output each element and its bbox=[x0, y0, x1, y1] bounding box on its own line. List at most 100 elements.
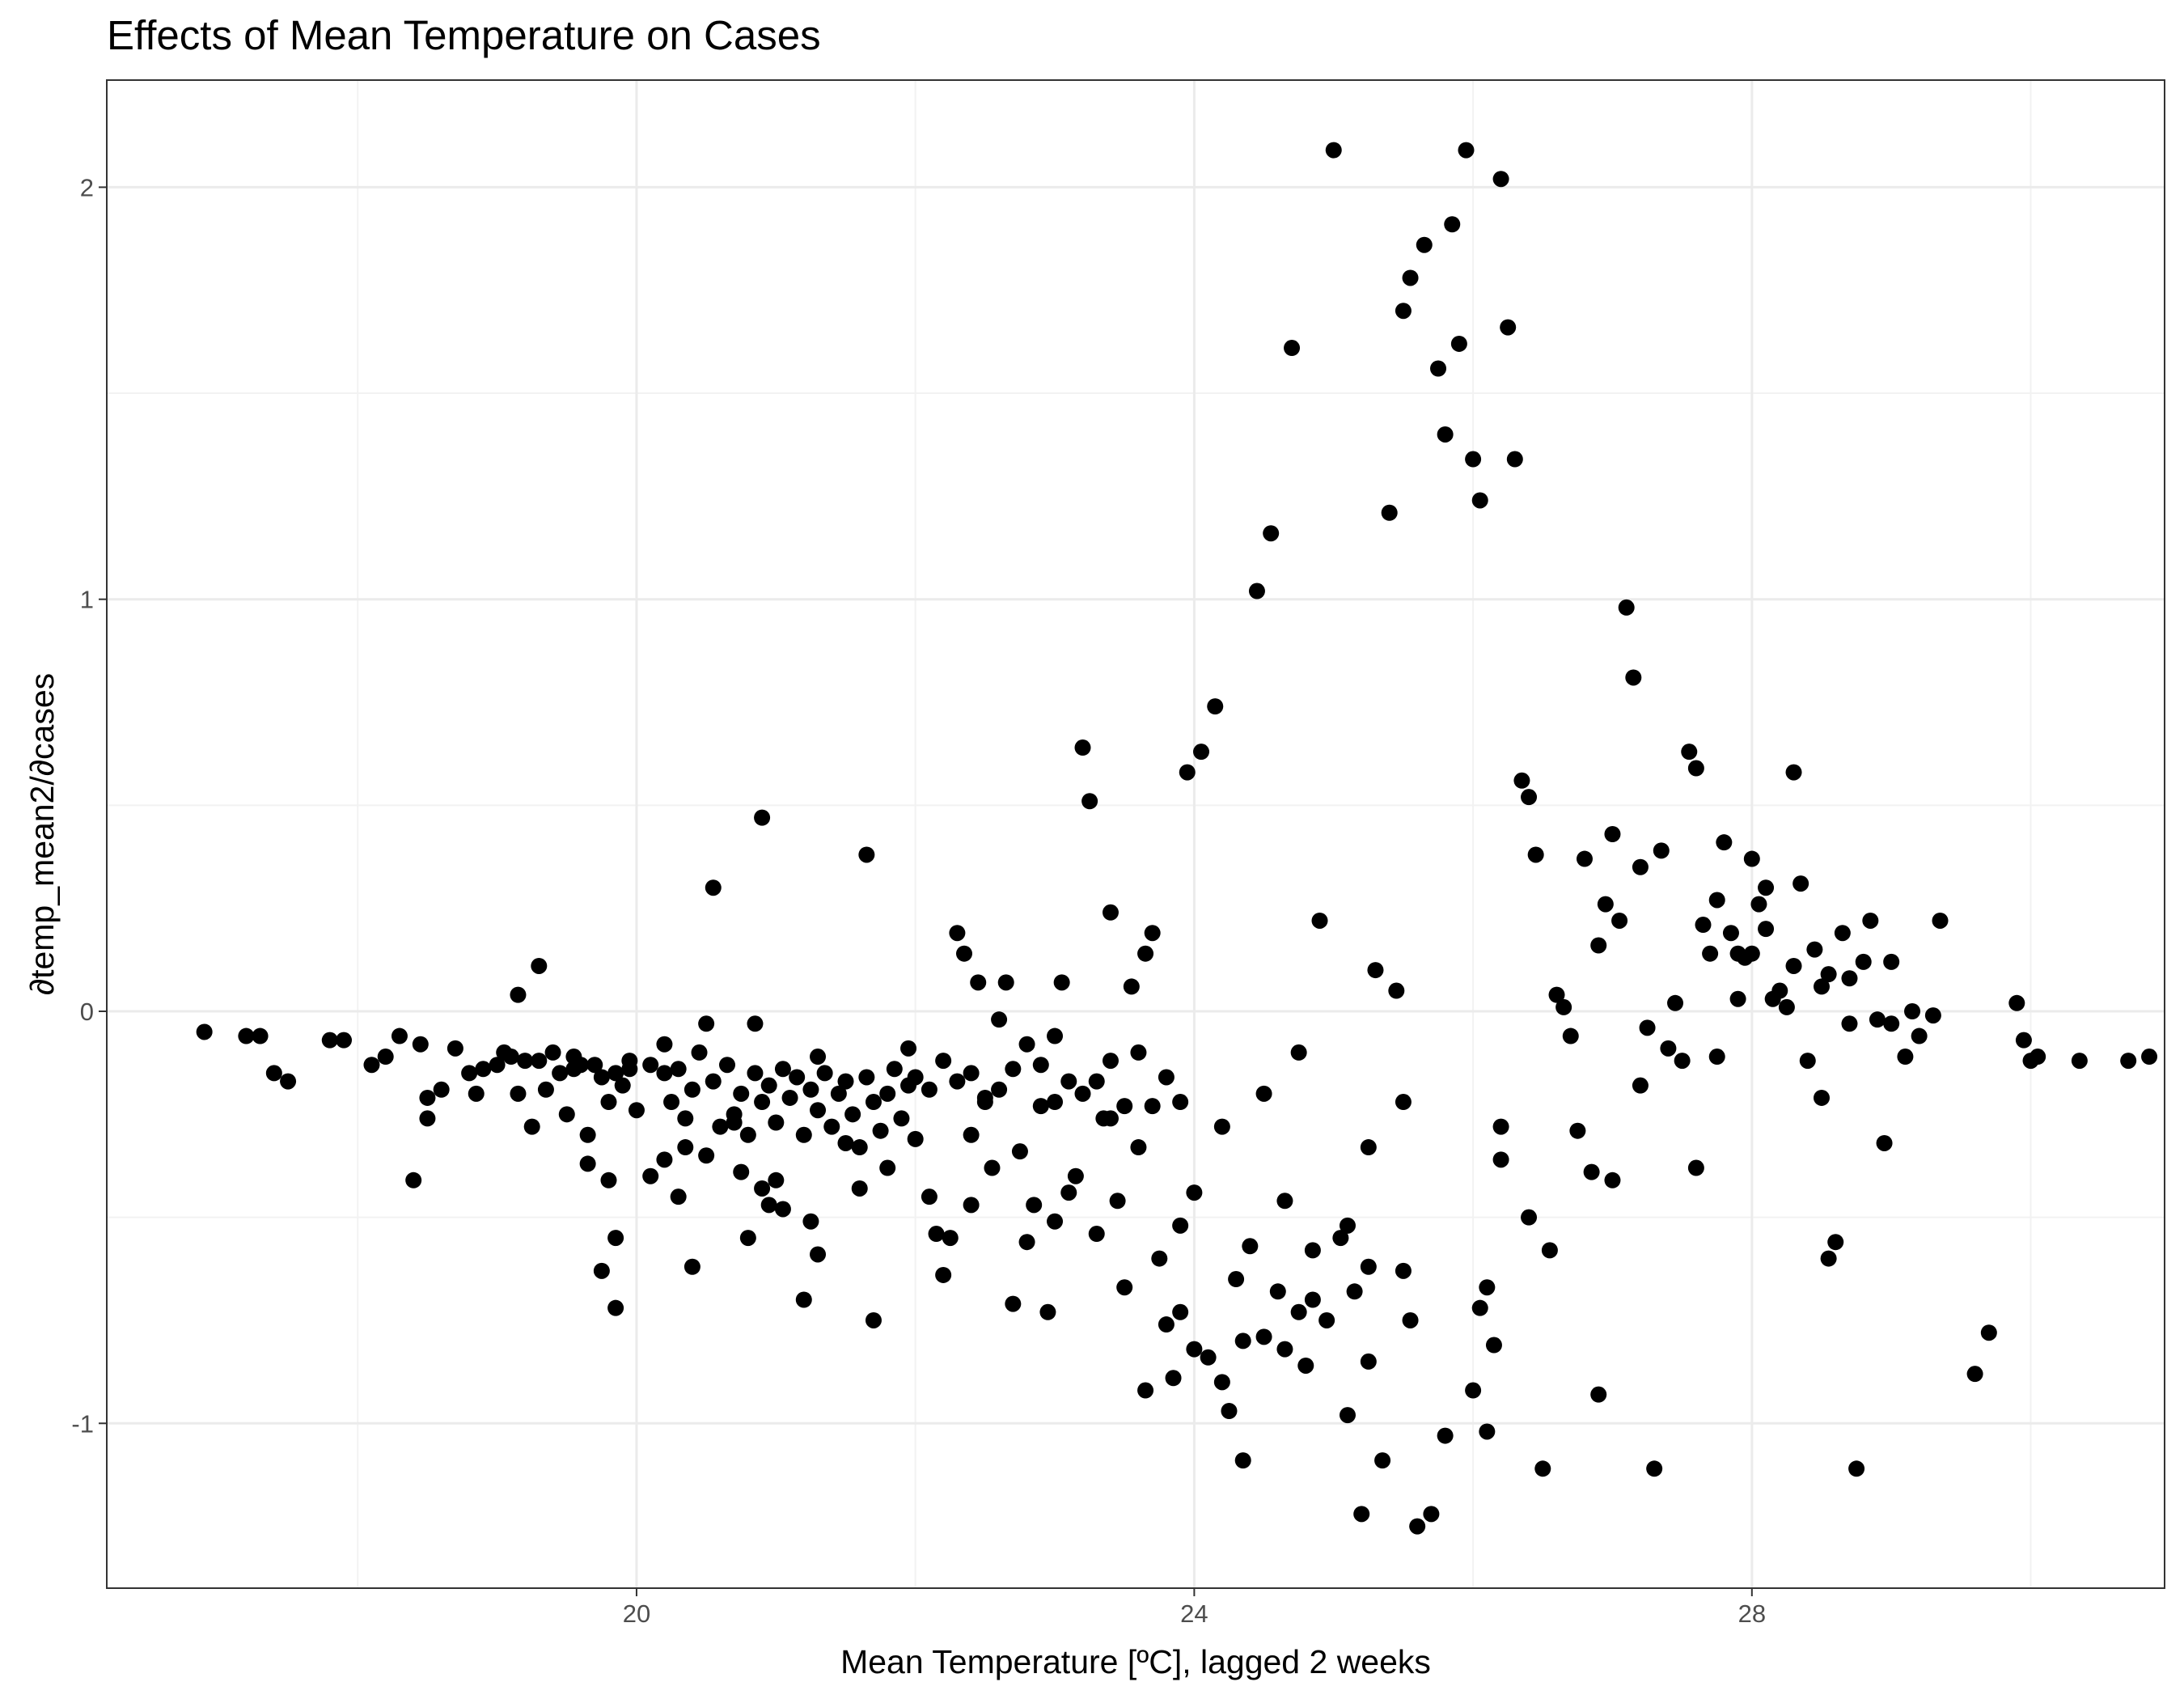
data-point bbox=[677, 1139, 694, 1156]
data-point bbox=[1458, 142, 1475, 159]
data-point bbox=[238, 1027, 255, 1044]
data-point bbox=[1130, 1139, 1147, 1156]
plot-panel-border bbox=[106, 79, 2165, 1589]
data-point bbox=[1883, 1015, 1900, 1032]
data-point bbox=[1374, 1452, 1391, 1469]
data-point bbox=[1924, 1007, 1941, 1024]
data-point bbox=[684, 1081, 700, 1098]
data-point bbox=[1708, 1049, 1725, 1066]
data-point bbox=[663, 1094, 680, 1111]
data-point bbox=[1137, 945, 1154, 962]
x-tick-label: 28 bbox=[1738, 1599, 1766, 1628]
data-point bbox=[2030, 1049, 2046, 1066]
data-point bbox=[1750, 896, 1767, 913]
data-point bbox=[1402, 1311, 1419, 1328]
data-point bbox=[733, 1085, 750, 1102]
data-point bbox=[1590, 937, 1607, 954]
data-point bbox=[1353, 1506, 1370, 1523]
data-point bbox=[1792, 875, 1809, 892]
data-point bbox=[1471, 1299, 1488, 1316]
data-point bbox=[921, 1081, 938, 1098]
data-point bbox=[1228, 1271, 1245, 1288]
data-point bbox=[1207, 698, 1224, 715]
data-point bbox=[656, 1151, 673, 1168]
data-point bbox=[1548, 986, 1565, 1003]
data-point bbox=[1039, 1303, 1056, 1320]
data-point bbox=[1200, 1349, 1217, 1366]
data-point bbox=[795, 1291, 812, 1308]
data-point bbox=[607, 1230, 624, 1247]
data-point bbox=[1576, 850, 1593, 867]
data-point bbox=[872, 1122, 889, 1139]
data-point bbox=[858, 846, 875, 863]
data-point bbox=[1172, 1217, 1189, 1234]
data-point bbox=[1758, 921, 1775, 938]
data-point bbox=[2071, 1053, 2088, 1070]
data-point bbox=[1716, 834, 1733, 851]
data-point bbox=[600, 1172, 617, 1188]
data-point bbox=[1492, 1151, 1509, 1168]
data-point bbox=[858, 1069, 875, 1086]
y-tick-label: 0 bbox=[80, 998, 94, 1026]
data-point bbox=[1597, 896, 1614, 913]
data-point bbox=[1465, 1382, 1482, 1399]
data-point bbox=[1053, 974, 1070, 991]
data-point bbox=[1047, 1094, 1064, 1111]
data-point bbox=[886, 1061, 903, 1078]
data-point bbox=[893, 1110, 910, 1127]
data-point bbox=[1437, 1427, 1454, 1444]
data-point bbox=[1360, 1139, 1377, 1156]
data-point bbox=[844, 1106, 861, 1123]
data-point bbox=[705, 879, 722, 896]
data-point bbox=[1674, 1053, 1691, 1070]
data-point bbox=[1687, 1159, 1704, 1176]
data-point bbox=[1820, 966, 1837, 983]
data-point bbox=[1632, 858, 1649, 875]
data-point bbox=[1248, 583, 1265, 600]
data-point bbox=[1479, 1423, 1496, 1440]
data-point bbox=[531, 957, 548, 974]
data-point bbox=[935, 1053, 952, 1070]
data-point bbox=[363, 1057, 380, 1074]
data-point bbox=[698, 1147, 715, 1164]
data-point bbox=[1869, 1011, 1886, 1028]
data-point bbox=[1416, 236, 1433, 253]
data-point bbox=[816, 1065, 833, 1082]
data-point bbox=[1284, 340, 1301, 357]
data-point bbox=[1639, 1019, 1656, 1036]
data-point bbox=[1346, 1283, 1363, 1300]
data-point bbox=[1186, 1184, 1203, 1201]
data-point bbox=[607, 1299, 624, 1316]
data-point bbox=[1290, 1303, 1307, 1320]
data-point bbox=[1332, 1230, 1349, 1247]
data-point bbox=[851, 1180, 868, 1197]
data-point bbox=[336, 1032, 353, 1049]
data-point bbox=[1088, 1226, 1105, 1243]
data-point bbox=[865, 1311, 882, 1328]
data-point bbox=[517, 1053, 534, 1070]
data-point bbox=[419, 1110, 436, 1127]
data-point bbox=[1026, 1197, 1043, 1214]
data-point bbox=[607, 1065, 624, 1082]
axis-ticks: 20 24 28 -1 0 1 2 bbox=[71, 173, 1766, 1628]
data-point bbox=[1360, 1258, 1377, 1275]
data-point bbox=[802, 1081, 819, 1098]
data-point bbox=[1269, 1283, 1286, 1300]
data-point bbox=[1304, 1242, 1321, 1259]
data-point bbox=[1005, 1061, 1022, 1078]
data-point bbox=[1088, 1073, 1105, 1090]
data-point bbox=[670, 1061, 687, 1078]
data-point bbox=[747, 1015, 764, 1032]
data-point bbox=[1911, 1027, 1928, 1044]
data-point bbox=[196, 1023, 213, 1040]
data-point bbox=[810, 1246, 827, 1263]
data-point bbox=[1437, 426, 1454, 443]
data-point bbox=[1771, 982, 1788, 999]
data-point bbox=[1611, 912, 1628, 929]
data-point bbox=[1005, 1295, 1022, 1312]
data-point bbox=[795, 1126, 812, 1143]
x-axis-label: Mean Temperature [ºC], lagged 2 weeks bbox=[840, 1643, 1431, 1680]
data-point bbox=[1311, 912, 1328, 929]
data-point bbox=[1555, 998, 1572, 1015]
